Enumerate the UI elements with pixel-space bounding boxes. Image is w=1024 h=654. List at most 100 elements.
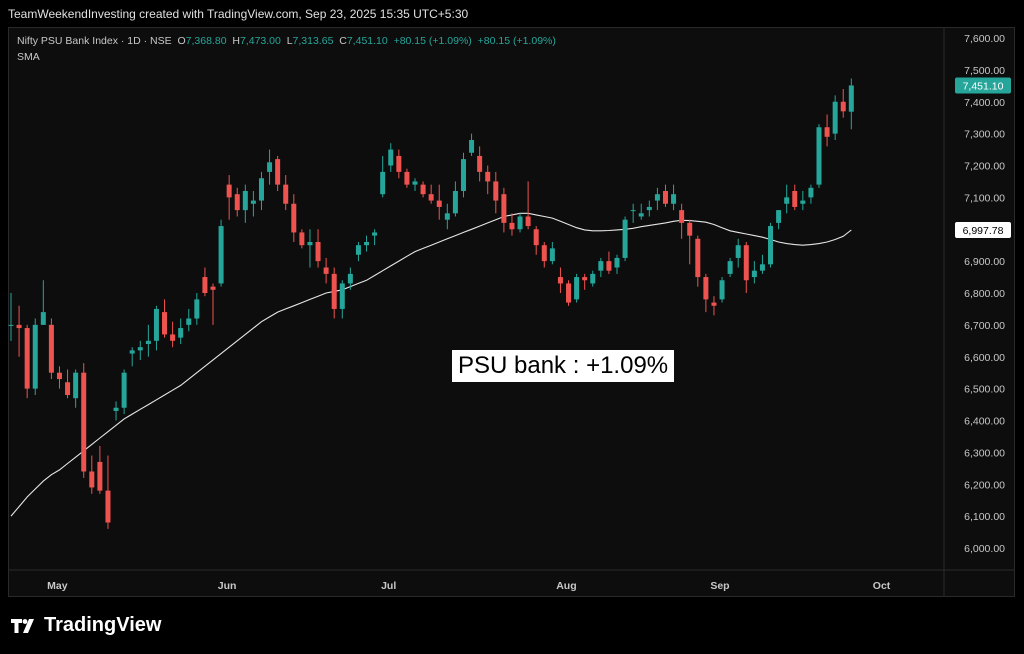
sma-value-badge-label: 6,997.78 bbox=[963, 225, 1004, 237]
candle-body bbox=[186, 318, 192, 325]
candle-body bbox=[630, 210, 636, 212]
candle-body bbox=[396, 155, 402, 172]
candle-body bbox=[598, 261, 604, 271]
candle-body bbox=[48, 324, 54, 373]
candle-body bbox=[162, 312, 168, 335]
candle-body bbox=[339, 283, 345, 309]
candle-body bbox=[452, 191, 458, 214]
candle-body bbox=[768, 226, 774, 265]
candle-body bbox=[549, 248, 555, 262]
candle-body bbox=[258, 178, 264, 201]
last-price-badge-label: 7,451.10 bbox=[963, 80, 1004, 92]
low-value: 7,313.65 bbox=[292, 35, 334, 47]
candle-body bbox=[315, 242, 321, 262]
y-tick-label: 6,800.00 bbox=[964, 288, 1005, 300]
x-tick-label: Jul bbox=[381, 580, 396, 592]
chart-attribution: TeamWeekendInvesting created with Tradin… bbox=[8, 7, 469, 21]
candle-body bbox=[331, 273, 337, 309]
candle-body bbox=[121, 372, 127, 408]
candle-body bbox=[291, 203, 297, 233]
candle-body bbox=[56, 372, 62, 380]
candle-body bbox=[226, 184, 232, 198]
open-value: 7,368.80 bbox=[185, 35, 227, 47]
candle-body bbox=[73, 372, 79, 399]
candle-body bbox=[404, 171, 410, 185]
y-tick-label: 6,300.00 bbox=[964, 447, 1005, 459]
candle-body bbox=[299, 232, 305, 246]
candle-body bbox=[848, 85, 854, 112]
candle-body bbox=[687, 222, 693, 236]
candle-body bbox=[727, 261, 733, 274]
candle-body bbox=[460, 159, 466, 191]
candle-body bbox=[662, 191, 668, 204]
y-tick-label: 7,300.00 bbox=[964, 129, 1005, 141]
chart-panel[interactable] bbox=[8, 27, 1015, 597]
change-value: +80.15 (+1.09%) bbox=[393, 35, 472, 47]
candle-body bbox=[671, 194, 677, 204]
x-tick-label: Jun bbox=[218, 580, 237, 592]
candle-body bbox=[242, 191, 248, 211]
candle-body bbox=[533, 229, 539, 246]
candle-body bbox=[202, 277, 208, 293]
y-tick-label: 6,700.00 bbox=[964, 320, 1005, 332]
x-tick-label: May bbox=[47, 580, 68, 592]
candle-body bbox=[113, 407, 119, 411]
candle-body bbox=[638, 213, 644, 217]
low-label: L bbox=[286, 35, 293, 47]
candle-body bbox=[501, 194, 507, 223]
candle-body bbox=[40, 312, 46, 325]
candle-body bbox=[250, 200, 256, 204]
change-value-2: +80.15 (+1.09%) bbox=[477, 35, 556, 47]
candle-body bbox=[24, 328, 30, 389]
y-tick-label: 6,000.00 bbox=[964, 543, 1005, 555]
candle-body bbox=[776, 210, 782, 223]
candle-body bbox=[493, 181, 499, 201]
candle-body bbox=[541, 245, 547, 262]
candle-body bbox=[323, 267, 329, 274]
candle-body bbox=[388, 149, 394, 166]
candle-body bbox=[735, 245, 741, 258]
candle-body bbox=[65, 382, 71, 395]
candle-body bbox=[364, 242, 370, 246]
candle-body bbox=[622, 219, 628, 258]
y-tick-label: 7,200.00 bbox=[964, 161, 1005, 173]
candle-body bbox=[81, 372, 87, 472]
candle-body bbox=[145, 340, 151, 344]
candle-body bbox=[832, 101, 838, 134]
candle-body bbox=[808, 187, 814, 198]
candle-body bbox=[129, 350, 135, 354]
symbol-name[interactable]: Nifty PSU Bank Index · 1D · NSE bbox=[17, 35, 172, 47]
candle-body bbox=[525, 216, 531, 227]
candle-body bbox=[89, 471, 95, 488]
y-tick-label: 6,900.00 bbox=[964, 256, 1005, 268]
candle-body bbox=[517, 216, 523, 230]
candle-body bbox=[469, 140, 475, 153]
candle-body bbox=[614, 257, 620, 268]
y-tick-label: 6,400.00 bbox=[964, 416, 1005, 428]
x-tick-label: Sep bbox=[710, 580, 729, 592]
candle-body bbox=[275, 159, 281, 185]
candle-body bbox=[428, 194, 434, 201]
candle-body bbox=[759, 264, 765, 271]
candle-body bbox=[654, 194, 660, 201]
candle-body bbox=[824, 127, 830, 137]
high-label: H bbox=[232, 35, 240, 47]
candle-body bbox=[170, 334, 176, 341]
candle-body bbox=[711, 302, 717, 306]
candle-body bbox=[355, 245, 361, 255]
candle-body bbox=[485, 171, 491, 182]
candle-body bbox=[719, 280, 725, 300]
candle-body bbox=[372, 232, 378, 236]
candle-body bbox=[582, 277, 588, 281]
tradingview-footer: TradingView bbox=[10, 614, 161, 637]
y-tick-label: 6,200.00 bbox=[964, 479, 1005, 491]
candle-body bbox=[784, 197, 790, 204]
x-tick-label: Aug bbox=[556, 580, 576, 592]
candle-body bbox=[210, 286, 216, 290]
sma-indicator-label[interactable]: SMA bbox=[17, 51, 40, 63]
candle-body bbox=[751, 270, 757, 278]
candle-body bbox=[16, 324, 22, 329]
close-label: C bbox=[339, 35, 347, 47]
candle-body bbox=[477, 155, 483, 172]
